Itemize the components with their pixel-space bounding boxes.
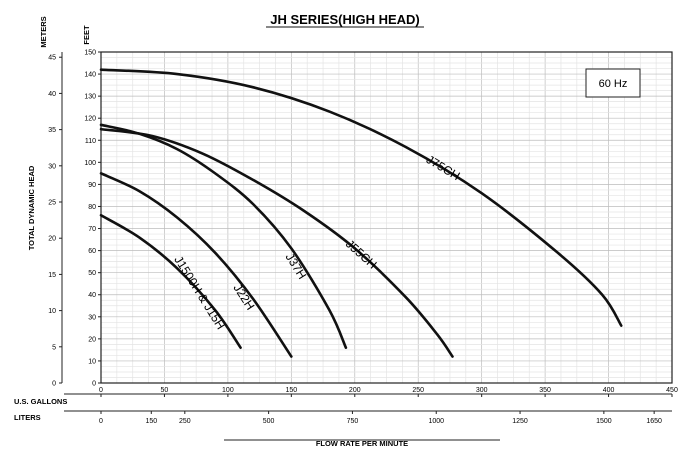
x-axis-title: FLOW RATE PER MINUTE xyxy=(316,439,408,448)
liters-axis-label: LITERS xyxy=(14,413,41,422)
liters-tick-label: 250 xyxy=(179,418,191,425)
liters-tick-label: 500 xyxy=(263,418,275,425)
meters-unit-label: METERS xyxy=(39,16,48,47)
meters-tick-label: 40 xyxy=(48,91,56,98)
liters-tick-label: 1500 xyxy=(596,418,612,425)
feet-tick-label: 10 xyxy=(88,358,96,365)
grid-layer xyxy=(100,51,673,384)
feet-tick-label: 60 xyxy=(88,248,96,255)
axis-layer: 0510152025303540450102030405060708090100… xyxy=(48,50,678,441)
meters-tick-label: 20 xyxy=(48,236,56,243)
gallons-tick-label: 50 xyxy=(161,387,169,394)
feet-tick-label: 50 xyxy=(88,270,96,277)
feet-tick-label: 0 xyxy=(92,381,96,388)
feet-tick-label: 90 xyxy=(88,182,96,189)
feet-tick-label: 150 xyxy=(84,50,96,57)
gallons-tick-label: 450 xyxy=(666,387,678,394)
feet-tick-label: 80 xyxy=(88,204,96,211)
feet-tick-label: 110 xyxy=(85,138,96,145)
feet-tick-label: 120 xyxy=(84,116,96,123)
feet-tick-label: 130 xyxy=(84,94,96,101)
meters-tick-label: 30 xyxy=(48,163,56,170)
meters-tick-label: 25 xyxy=(48,200,56,207)
series-label: J1500H & J15H xyxy=(171,253,227,332)
gallons-tick-label: 0 xyxy=(99,387,103,394)
series-label: J55CH xyxy=(343,237,380,272)
plot-frame xyxy=(100,51,673,384)
series-line-j75ch xyxy=(99,68,623,327)
feet-unit-label: FEET xyxy=(82,25,91,45)
feet-tick-label: 70 xyxy=(88,226,96,233)
gallons-axis-label: U.S. GALLONS xyxy=(14,397,67,406)
chart-title: JH SERIES(HIGH HEAD) xyxy=(270,12,420,27)
y-axis-title: TOTAL DYNAMIC HEAD xyxy=(27,165,36,250)
gallons-tick-label: 100 xyxy=(222,387,234,394)
frequency-label: 60 Hz xyxy=(599,78,628,90)
feet-tick-label: 20 xyxy=(88,336,96,343)
feet-tick-label: 100 xyxy=(84,160,96,167)
series-line-j1500h-j15h xyxy=(99,213,242,349)
frequency-box xyxy=(585,68,641,98)
feet-tick-label: 30 xyxy=(88,314,96,321)
feet-tick-label: 140 xyxy=(84,72,96,79)
gallons-tick-label: 250 xyxy=(412,387,424,394)
series-label: J22H xyxy=(230,281,257,312)
gallons-tick-label: 200 xyxy=(349,387,361,394)
series-line-j55ch xyxy=(99,127,454,358)
gallons-tick-label: 400 xyxy=(603,387,615,394)
liters-tick-label: 1250 xyxy=(512,418,528,425)
liters-tick-label: 0 xyxy=(99,418,103,425)
liters-tick-label: 750 xyxy=(347,418,359,425)
meters-tick-label: 35 xyxy=(48,127,56,134)
meters-tick-label: 5 xyxy=(52,344,56,351)
gallons-tick-label: 300 xyxy=(476,387,488,394)
meters-tick-label: 15 xyxy=(48,272,56,279)
gallons-tick-label: 350 xyxy=(539,387,551,394)
series-line-j37h xyxy=(99,123,348,349)
liters-tick-label: 150 xyxy=(145,418,157,425)
meters-tick-label: 45 xyxy=(48,55,56,62)
liters-tick-label: 1650 xyxy=(646,418,662,425)
feet-tick-label: 40 xyxy=(88,292,96,299)
gallons-tick-label: 150 xyxy=(285,387,297,394)
series-line-j22h xyxy=(99,172,293,358)
liters-tick-label: 1000 xyxy=(428,418,444,425)
meters-tick-label: 0 xyxy=(52,381,56,388)
series-label: J37H xyxy=(283,251,310,282)
meters-tick-label: 10 xyxy=(48,308,56,315)
